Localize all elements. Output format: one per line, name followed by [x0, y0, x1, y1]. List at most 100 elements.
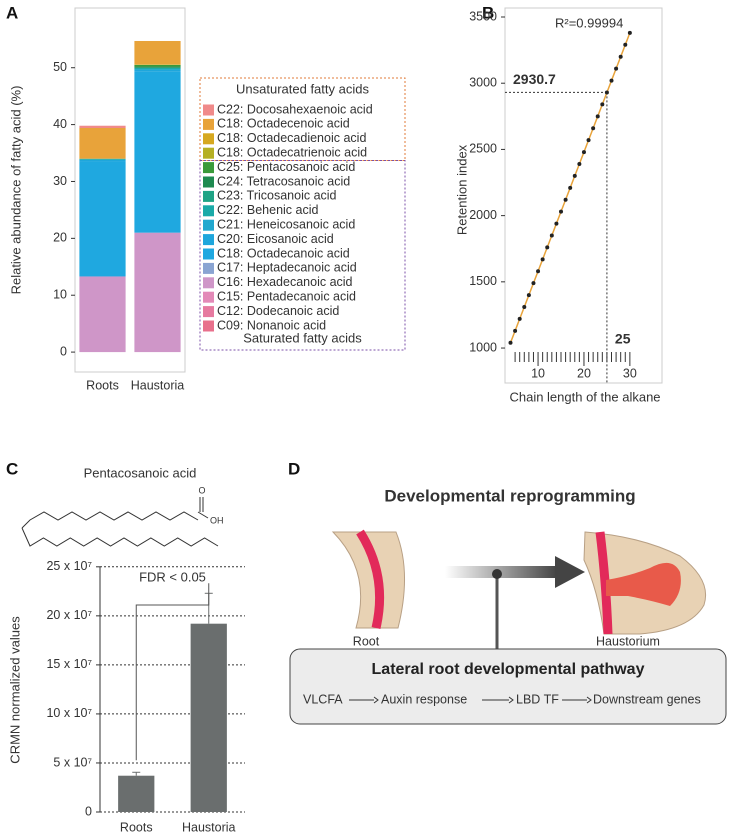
bar-segment [79, 161, 126, 277]
legend-swatch [203, 262, 214, 274]
bar-segment [134, 64, 181, 67]
y-tick-label: 20 [53, 231, 67, 245]
point [545, 245, 550, 250]
haustorium-stele [595, 531, 613, 635]
legend-label: C22: Docosahexaenoic acid [217, 102, 373, 116]
legend-swatch [203, 205, 214, 217]
legend-swatch [203, 291, 214, 303]
y-tick-label: 0 [85, 804, 92, 818]
legend-swatch [203, 162, 214, 174]
chart-title: Pentacosanoic acid [84, 465, 197, 480]
y-axis-label: Retention index [454, 144, 469, 235]
annotation-value: 2930.7 [513, 71, 556, 87]
legend-label: C18: Octadecatrienoic acid [217, 145, 367, 159]
legend-swatch [203, 147, 214, 159]
diagram-title: Developmental reprogramming [384, 486, 635, 505]
point [522, 304, 527, 309]
legend-label: C23: Tricosanoic acid [217, 189, 337, 203]
legend-swatch [203, 277, 214, 289]
legend-label: C24: Tetracosanoic acid [217, 174, 350, 188]
bar-segment [79, 159, 126, 162]
step-arrows [349, 696, 592, 704]
y-tick-label: 2000 [469, 208, 497, 222]
y-tick-label: 5 x 10⁷ [53, 755, 92, 769]
legend-group-box [199, 160, 406, 351]
legend-label: C17: Heptadecanoic acid [217, 261, 357, 275]
pathway-box [289, 648, 727, 725]
y-tick-label: 15 x 10⁷ [46, 657, 92, 671]
bar-segment [134, 40, 181, 65]
legend-swatch [203, 219, 214, 231]
fit-label: R²=0.99994 [555, 15, 623, 30]
legend-swatch [203, 234, 214, 246]
point [581, 150, 586, 155]
point [540, 257, 545, 262]
y-axis-label: Relative abundance of fatty acid (%) [8, 86, 23, 295]
point [623, 42, 628, 47]
legend-label: C15: Pentadecanoic acid [217, 289, 356, 303]
arrow [445, 556, 585, 650]
legend-label: C21: Heneicosanoic acid [217, 217, 355, 231]
panel-label: D [288, 459, 300, 478]
point [568, 185, 573, 190]
y-tick-label: 3500 [469, 9, 497, 23]
point [559, 209, 564, 214]
y-tick-label: 1000 [469, 340, 497, 354]
point [627, 30, 632, 35]
haustorium-drawing [583, 531, 706, 635]
point [618, 54, 623, 59]
molecule-bond [21, 527, 219, 547]
y-tick-label: 10 [53, 288, 67, 302]
legend-group-box [199, 77, 406, 161]
pathway-step: LBD TF [516, 692, 559, 706]
legend-group-title: Unsaturated fatty acids [236, 81, 369, 96]
significance-bracket [135, 583, 210, 761]
point [577, 161, 582, 166]
legend-swatch [203, 306, 214, 318]
atom-label: OH [210, 515, 224, 525]
root-stele [356, 529, 385, 630]
bar-segment [79, 158, 126, 160]
x-tick-label: 30 [623, 366, 637, 380]
bar-segment [134, 64, 181, 65]
bar-segment [79, 125, 126, 129]
legend-label: C18: Octadecenoic acid [217, 117, 350, 131]
point [572, 173, 577, 178]
x-tick-label: Roots [120, 820, 153, 834]
panel-label: B [482, 3, 494, 22]
point [595, 114, 600, 119]
bar-segment [134, 66, 181, 68]
bar-segment [134, 69, 181, 72]
point [508, 340, 513, 345]
bar-segment [134, 67, 181, 70]
x-tick-label: Roots [86, 378, 119, 392]
point [549, 233, 554, 238]
legend-swatch [203, 104, 214, 116]
point [604, 90, 609, 95]
molecule-bond [21, 511, 199, 529]
pathway-step: VLCFA [303, 692, 343, 706]
point [609, 78, 614, 83]
step-arrow-head [508, 696, 514, 704]
bar-segment [79, 128, 126, 159]
atom-label: O [198, 485, 205, 495]
panel-label: C [6, 459, 18, 478]
y-tick-label: 3000 [469, 76, 497, 90]
x-tick-label: Haustoria [182, 820, 236, 834]
legend-label: C16: Hexadecanoic acid [217, 275, 353, 289]
point [513, 328, 518, 333]
pathway-title: Lateral root developmental pathway [372, 661, 645, 678]
point [536, 269, 541, 274]
legend-label: C20: Eicosanoic acid [217, 232, 334, 246]
point [591, 126, 596, 131]
y-tick-label: 50 [53, 60, 67, 74]
bar-segment [134, 71, 181, 233]
molecule-bond [197, 511, 209, 519]
legend-label: C09: Nonanoic acid [217, 318, 326, 332]
x-tick-label: 20 [577, 366, 591, 380]
y-tick-label: 40 [53, 117, 67, 131]
point [554, 221, 559, 226]
pin [492, 569, 502, 579]
